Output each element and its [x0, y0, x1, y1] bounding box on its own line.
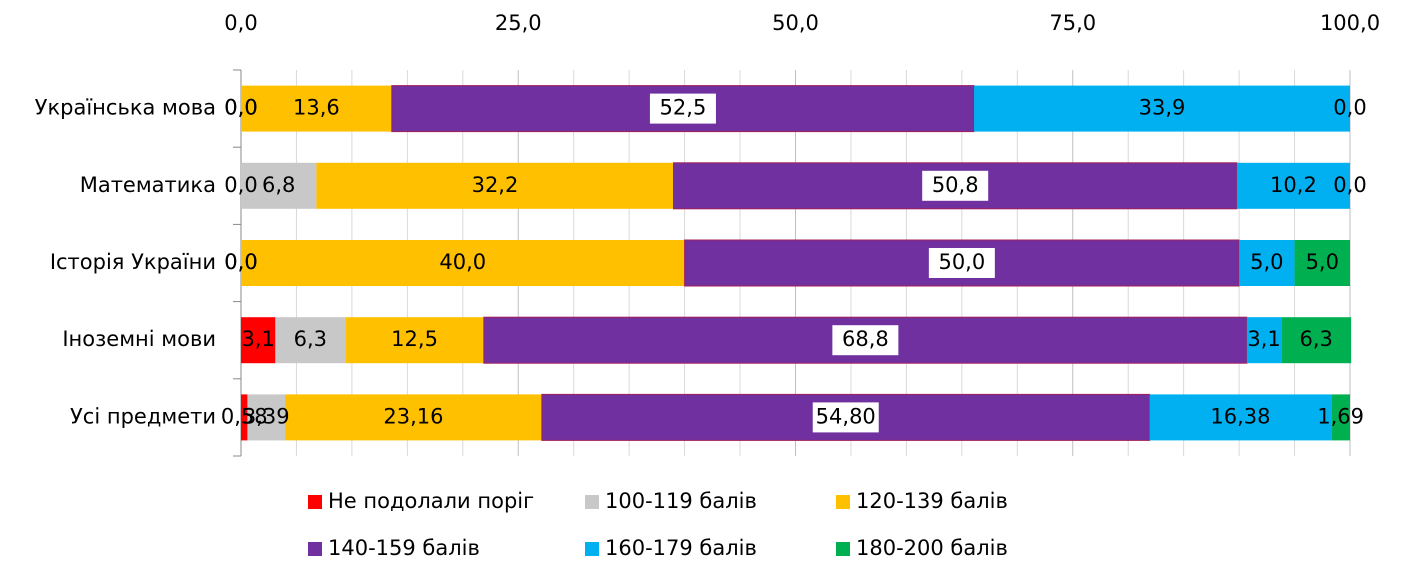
- value-label: 0,0: [224, 96, 257, 120]
- value-label: 1,69: [1317, 404, 1364, 428]
- value-label: 16,38: [1210, 404, 1270, 428]
- value-label: 32,2: [472, 173, 519, 197]
- bar-segment: [241, 162, 317, 209]
- legend-swatch: [308, 542, 322, 556]
- label-box: [812, 402, 879, 433]
- value-label: 5,0: [1306, 250, 1339, 274]
- value-label: 0,0: [224, 250, 257, 274]
- bar-segment: [285, 394, 542, 441]
- x-tick-label: 50,0: [772, 11, 819, 35]
- value-label: 0,0: [224, 96, 257, 120]
- value-label: 13,6: [293, 96, 340, 120]
- y-tick-label: Історія України: [50, 250, 216, 274]
- value-label: 50,8: [932, 173, 979, 197]
- legend-label: Не подолали поріг: [328, 489, 534, 513]
- bar-segment: [241, 394, 248, 441]
- value-label: 40,0: [439, 250, 486, 274]
- value-label: 54,80: [816, 404, 876, 428]
- value-label: 33,9: [1139, 96, 1186, 120]
- bar-segment: [241, 240, 685, 286]
- bar-segment: [316, 162, 674, 209]
- y-tick-label: Українська мова: [35, 96, 216, 120]
- y-tick-label: Математика: [80, 173, 216, 197]
- legend-swatch: [308, 495, 322, 509]
- bar-segment: [241, 317, 276, 364]
- value-label: 5,0: [1250, 250, 1283, 274]
- value-label: 3,1: [1247, 327, 1280, 351]
- bar-segment: [1149, 394, 1332, 441]
- value-label: 10,2: [1270, 173, 1317, 197]
- label-box: [928, 248, 995, 278]
- value-label: 6,3: [1299, 327, 1332, 351]
- value-label: 0,0: [1333, 96, 1366, 120]
- value-label: 12,5: [391, 327, 438, 351]
- label-box: [832, 325, 899, 356]
- value-label: 50,0: [938, 250, 985, 274]
- bar-segment: [275, 317, 346, 364]
- value-label: 52,5: [660, 96, 707, 120]
- value-label: 3,1: [241, 327, 274, 351]
- label-box: [922, 170, 989, 201]
- bar-segment: [974, 85, 1350, 132]
- bar-segment: [1239, 240, 1295, 286]
- x-tick-label: 0,0: [224, 11, 257, 35]
- x-tick-label: 100,0: [1320, 11, 1380, 35]
- value-label: 6,8: [262, 173, 295, 197]
- value-label: 68,8: [842, 327, 889, 351]
- bar-segment: [241, 85, 392, 132]
- legend-swatch: [585, 542, 599, 556]
- x-tick-label: 25,0: [495, 11, 542, 35]
- value-label: 6,3: [294, 327, 327, 351]
- y-tick-label: Іноземні мови: [62, 327, 216, 351]
- bar-segment: [1246, 317, 1282, 364]
- value-label: 0,58: [221, 404, 268, 428]
- value-label: 23,16: [383, 404, 443, 428]
- bar-segment: [1236, 162, 1350, 209]
- bar-segment: [1331, 394, 1350, 441]
- legend-swatch: [836, 495, 850, 509]
- value-label: 0,0: [224, 250, 257, 274]
- value-label: 0,0: [1333, 173, 1366, 197]
- legend-label: 120-139 балів: [856, 489, 1008, 513]
- legend-swatch: [836, 542, 850, 556]
- legend-label: 140-159 балів: [328, 536, 480, 560]
- bar-segment: [1294, 240, 1350, 286]
- legend-label: 180-200 балів: [856, 536, 1008, 560]
- bar-segment: [247, 394, 286, 441]
- legend-label: 160-179 балів: [605, 536, 757, 560]
- bar-segment: [1281, 317, 1352, 364]
- y-tick-label: Усі предмети: [70, 404, 216, 428]
- x-tick-label: 75,0: [1049, 11, 1096, 35]
- bar-segment: [345, 317, 484, 364]
- value-label: 3,39: [243, 404, 290, 428]
- value-label: 0,0: [224, 173, 257, 197]
- legend-swatch: [585, 495, 599, 509]
- label-box: [649, 93, 716, 124]
- legend-label: 100-119 балів: [605, 489, 757, 513]
